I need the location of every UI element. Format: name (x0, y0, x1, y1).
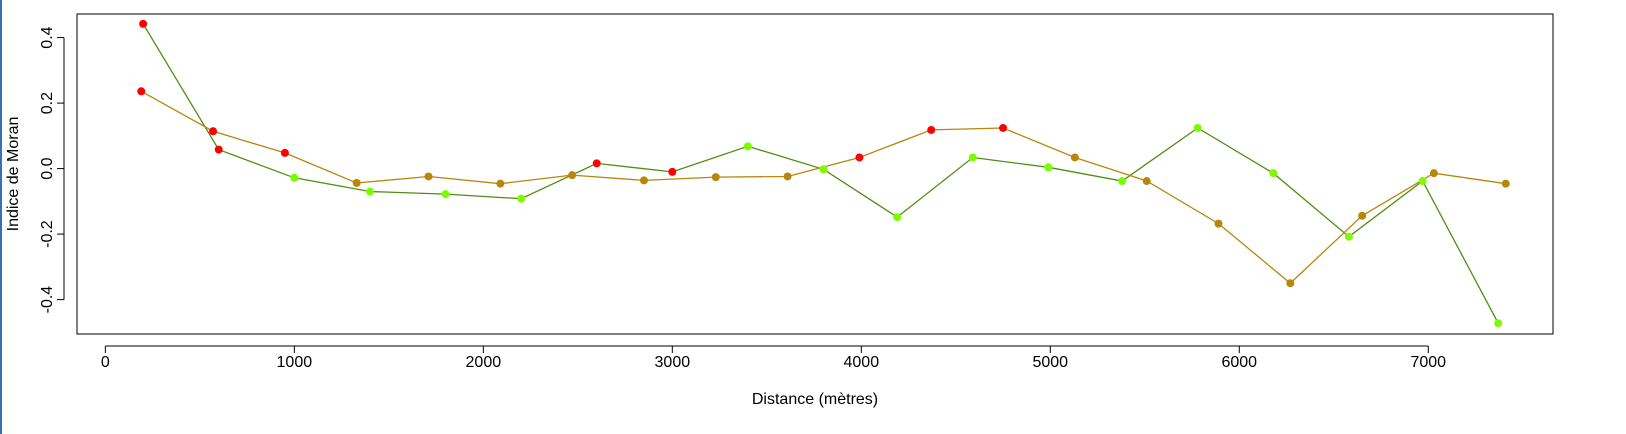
x-tick-label: 6000 (1221, 354, 1257, 371)
x-tick-label: 2000 (466, 354, 502, 371)
series-2-point (137, 87, 146, 96)
series-2-point (711, 173, 720, 182)
series-1-point (893, 213, 902, 222)
series-2-point (855, 153, 864, 162)
series-2-point (1070, 153, 1079, 162)
y-tick-label: 0.4 (39, 26, 56, 48)
series-1-point (1418, 177, 1427, 186)
series-1-point (290, 173, 299, 182)
series-1-point (441, 190, 450, 199)
series-2-point (639, 176, 648, 185)
series-1-point (1044, 163, 1053, 172)
series-2-point (927, 125, 936, 134)
series-layer (137, 19, 1510, 328)
y-tick-label: 0.2 (39, 92, 56, 114)
series-1-point (1118, 177, 1127, 186)
series-1-point (365, 187, 374, 196)
x-axis: 0 1000 2000 3000 4000 5000 6000 7000 (101, 345, 1446, 371)
series-2-point (1214, 219, 1223, 228)
y-axis-label: Indice de Moran (5, 117, 22, 232)
series-2-point (783, 172, 792, 181)
series-2-point (1286, 279, 1295, 288)
series-2-point (496, 179, 505, 188)
x-tick-label: 3000 (655, 354, 691, 371)
series-2-point (1429, 169, 1438, 178)
window-edge (0, 0, 2, 434)
series-1-point (743, 142, 752, 151)
series-2-point (999, 123, 1008, 132)
x-tick-label: 5000 (1032, 354, 1068, 371)
series-2-point (568, 171, 577, 180)
series-2-point (424, 172, 433, 181)
series-1-point (214, 145, 223, 154)
series-1-point (592, 159, 601, 168)
series-2-point (352, 179, 361, 188)
y-tick-label: 0.0 (39, 157, 56, 179)
series-1-point (819, 165, 828, 174)
x-axis-label: Distance (mètres) (752, 391, 878, 408)
series-2-point (1142, 177, 1151, 186)
x-tick-label: 1000 (277, 354, 313, 371)
series-1-point (1344, 232, 1353, 241)
plot-frame (76, 13, 1554, 335)
series-2-point (1358, 211, 1367, 220)
series-1-point (1494, 319, 1503, 328)
series-1-point (139, 19, 148, 28)
series-1-point (1269, 169, 1278, 178)
series-1-point (968, 153, 977, 162)
y-tick-label: -0.2 (39, 220, 56, 248)
y-axis: -0.4 -0.2 0.0 0.2 0.4 (39, 26, 65, 314)
series-1-point (517, 194, 526, 203)
y-tick-label: -0.4 (39, 286, 56, 314)
series-2-point (280, 148, 289, 157)
series-1-point (668, 167, 677, 176)
x-tick-label: 0 (101, 354, 110, 371)
series-2-point (209, 127, 218, 136)
x-tick-label: 7000 (1410, 354, 1446, 371)
x-tick-label: 4000 (844, 354, 880, 371)
series-2-point (1501, 179, 1510, 188)
series-1-point (1193, 123, 1202, 132)
